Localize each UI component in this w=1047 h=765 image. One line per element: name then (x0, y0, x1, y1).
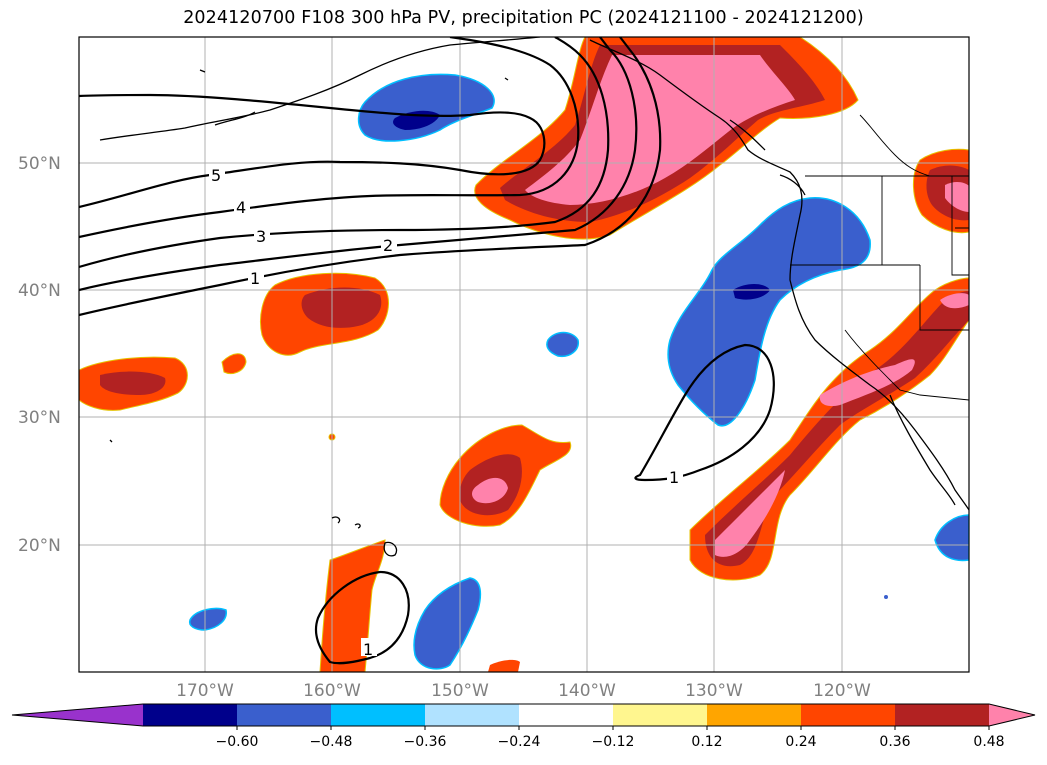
pv-contour-1-cutoff-hawaii (314, 570, 410, 665)
colorbar-tick-label: 0.12 (691, 734, 722, 750)
lon-label-160w: 160°W (303, 681, 361, 701)
pv-contour-5 (79, 93, 546, 209)
negative-anomaly-150w-15n (413, 577, 482, 670)
negative-anomaly-dot (884, 595, 888, 599)
colorbar-tick-label: −0.12 (592, 734, 635, 750)
negative-anomaly-small-169w (188, 607, 227, 631)
pv-contour-4 (79, 37, 580, 239)
pv-contour-1-cutoff-east (634, 343, 775, 482)
contour-label-1: 1 (250, 269, 260, 288)
positive-anomaly-montana-peak (945, 182, 969, 212)
colorbar-extend-max (989, 704, 1035, 726)
colorbar-tick-label: −0.60 (216, 734, 259, 750)
negative-anomaly-mexico-coast (934, 514, 969, 562)
coastlines (99, 37, 969, 557)
colorbar-tick-label: 0.48 (973, 734, 1004, 750)
positive-anomaly-nevada-peak (940, 293, 969, 309)
negative-anomaly-pnw-core (733, 284, 770, 300)
colorbar-segment (613, 704, 708, 726)
colorbar-tick-label: −0.24 (498, 734, 541, 750)
lon-label-170w: 170°W (176, 681, 234, 701)
pv-contour-1 (79, 37, 662, 317)
colorbar-outline (11, 703, 1036, 727)
colorbar-tick-label: 0.36 (879, 734, 910, 750)
lat-label-50n: 50°N (18, 154, 61, 174)
colorbar-segment (143, 704, 238, 726)
colorbar-tick-label: −0.48 (310, 734, 353, 750)
colorbar-segment (331, 704, 426, 726)
contour-label-4: 4 (236, 198, 246, 217)
latitude-labels: 50°N 40°N 30°N 20°N (18, 154, 61, 556)
contour-label-1-east: 1 (669, 468, 679, 487)
colorbar-segment (801, 704, 896, 726)
positive-anomaly-bottom-small (488, 659, 520, 672)
positive-anomaly-hawaii (319, 539, 386, 672)
positive-anomaly-148w-peak (472, 477, 508, 504)
contour-labels: 5 4 3 2 1 1 1 (209, 164, 683, 659)
colorbar-segment (425, 704, 520, 726)
map-background (79, 37, 969, 672)
positive-anomaly-180w-core (100, 371, 166, 395)
contour-label-2: 2 (383, 236, 393, 255)
colorbar-tick-label: 0.24 (785, 734, 816, 750)
colorbar-segment (707, 704, 802, 726)
contour-label-5: 5 (211, 166, 221, 185)
contour-label-1-hawaii: 1 (363, 640, 373, 659)
map-contents: 5 4 3 2 1 1 1 (79, 37, 969, 672)
colorbar-segment (237, 704, 332, 726)
lat-label-20n: 20°N (18, 536, 61, 556)
positive-anomaly-regions (79, 37, 969, 672)
pv-contours (79, 37, 775, 665)
colorbar-tick-label: −0.36 (404, 734, 447, 750)
positive-anomaly-small-168w (221, 353, 247, 375)
gridlines (79, 37, 969, 672)
map-title: 2024120700 F108 300 hPa PV, precipitatio… (183, 8, 864, 28)
lon-label-150w: 150°W (431, 681, 489, 701)
lat-label-30n: 30°N (18, 408, 61, 428)
lon-label-140w: 140°W (558, 681, 616, 701)
colorbar-segment (895, 704, 990, 726)
positive-anomaly-baja-peak (715, 470, 785, 557)
lat-label-40n: 40°N (18, 281, 61, 301)
colorbar-segment (519, 704, 614, 726)
map-frame (78, 36, 970, 673)
pv-contour-3 (79, 37, 610, 269)
pv-contour-2 (79, 37, 638, 292)
positive-anomaly-160w-core (301, 287, 382, 328)
colorbar-extend-min (12, 704, 143, 726)
lon-label-130w: 130°W (685, 681, 743, 701)
lon-label-120w: 120°W (813, 681, 871, 701)
negative-anomaly-small-142w (546, 331, 579, 358)
contour-label-3: 3 (256, 227, 266, 246)
longitude-labels: 170°W 160°W 150°W 140°W 130°W 120°W (176, 681, 871, 701)
colorbar: −0.60 −0.48 −0.36 −0.24 −0.12 0.12 0.24 0.36 0.4… (11, 703, 1036, 750)
